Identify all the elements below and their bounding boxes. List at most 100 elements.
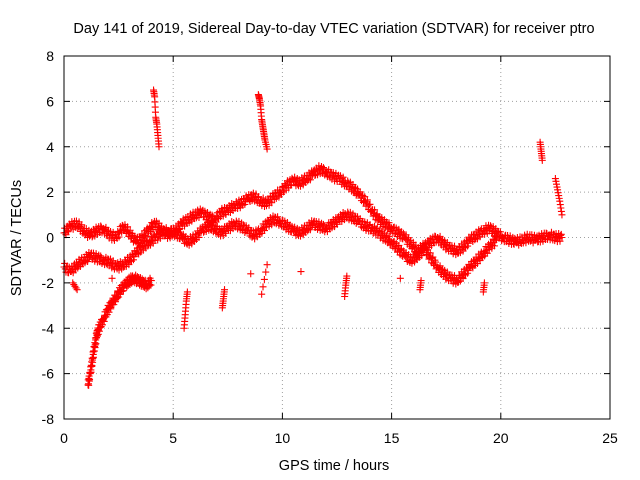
data-point: [385, 219, 393, 227]
data-point: [64, 228, 72, 236]
data-point: [459, 275, 467, 283]
data-point: [86, 376, 94, 384]
series-1: [60, 208, 500, 288]
data-point: [113, 294, 121, 302]
y-axis-label: SDTVAR / TECUs: [9, 180, 25, 296]
data-point: [483, 249, 491, 257]
data-point: [78, 221, 86, 229]
y-tick-label: 4: [46, 139, 54, 155]
data-point: [260, 275, 268, 283]
data-point: [69, 269, 77, 277]
data-point: [108, 274, 116, 282]
data-point: [558, 211, 566, 219]
x-tick-label: 0: [60, 430, 68, 446]
data-point: [496, 228, 504, 236]
data-point: [97, 252, 105, 260]
data-point: [306, 226, 314, 234]
data-point: [480, 279, 488, 287]
data-point: [263, 145, 271, 153]
y-tick-label: 6: [46, 93, 54, 109]
data-point: [420, 245, 428, 253]
data-point: [306, 176, 314, 184]
y-tick-label: -8: [42, 411, 55, 427]
data-point: [183, 288, 191, 296]
data-point: [274, 213, 282, 221]
series-3: [150, 86, 566, 219]
data-point: [339, 173, 347, 181]
data-point: [396, 274, 404, 282]
chart-title: Day 141 of 2019, Sidereal Day-to-day VTE…: [73, 21, 594, 37]
data-points: [60, 86, 566, 389]
data-point: [212, 218, 220, 226]
series-0: [60, 162, 566, 259]
data-point: [195, 233, 203, 241]
data-point: [100, 317, 108, 325]
data-point: [363, 196, 371, 204]
data-point: [556, 237, 564, 245]
data-point: [208, 220, 216, 228]
x-axis-label: GPS time / hours: [279, 458, 389, 474]
data-point: [97, 322, 105, 330]
data-point: [87, 368, 95, 376]
data-point: [107, 305, 115, 313]
data-point: [84, 258, 92, 266]
data-point: [538, 156, 546, 164]
data-point: [208, 211, 216, 219]
data-point: [366, 200, 374, 208]
data-point: [176, 225, 184, 233]
data-point: [263, 261, 271, 269]
data-point: [464, 239, 472, 247]
data-point: [155, 143, 163, 151]
data-point: [490, 242, 498, 250]
data-point: [129, 256, 137, 264]
data-point: [297, 268, 305, 276]
data-point: [146, 281, 154, 289]
data-point: [247, 270, 255, 278]
grid-lines: [64, 56, 610, 419]
data-point: [85, 381, 93, 389]
x-axis-ticks: 0 5 10 15 20 25: [60, 56, 618, 446]
y-tick-label: 0: [46, 230, 54, 246]
data-point: [319, 220, 327, 228]
y-tick-label: -2: [42, 275, 55, 291]
data-point: [426, 249, 434, 257]
data-point: [417, 277, 425, 285]
series-4: [69, 261, 488, 332]
data-point: [258, 290, 266, 298]
data-point: [115, 233, 123, 241]
x-tick-label: 15: [384, 430, 400, 446]
data-point: [319, 164, 327, 172]
data-point: [464, 267, 472, 275]
y-tick-label: 2: [46, 184, 54, 200]
data-point: [118, 287, 126, 295]
data-point: [112, 298, 120, 306]
data-point: [72, 284, 80, 292]
data-point: [371, 206, 379, 214]
data-point: [195, 214, 203, 222]
data-point: [95, 327, 103, 335]
data-point: [557, 230, 565, 238]
y-tick-label: 8: [46, 48, 54, 64]
x-tick-label: 20: [493, 430, 509, 446]
data-point: [65, 227, 73, 235]
y-tick-label: -4: [42, 320, 55, 336]
data-point: [385, 232, 393, 240]
data-point: [147, 277, 155, 285]
data-point: [262, 268, 270, 276]
data-point: [343, 272, 351, 280]
data-point: [492, 236, 500, 244]
x-tick-label: 10: [275, 430, 291, 446]
data-point: [491, 236, 499, 244]
data-point: [558, 234, 566, 241]
x-tick-label: 25: [602, 430, 618, 446]
data-point: [492, 233, 500, 241]
data-point: [418, 252, 426, 260]
y-axis-ticks: -8 -6 -4 -2 0 2 4 6 8: [42, 48, 610, 427]
data-point: [259, 283, 267, 291]
y-tick-label: -6: [42, 366, 55, 382]
data-point: [89, 353, 97, 361]
x-tick-label: 5: [169, 430, 177, 446]
series-2: [84, 271, 155, 389]
